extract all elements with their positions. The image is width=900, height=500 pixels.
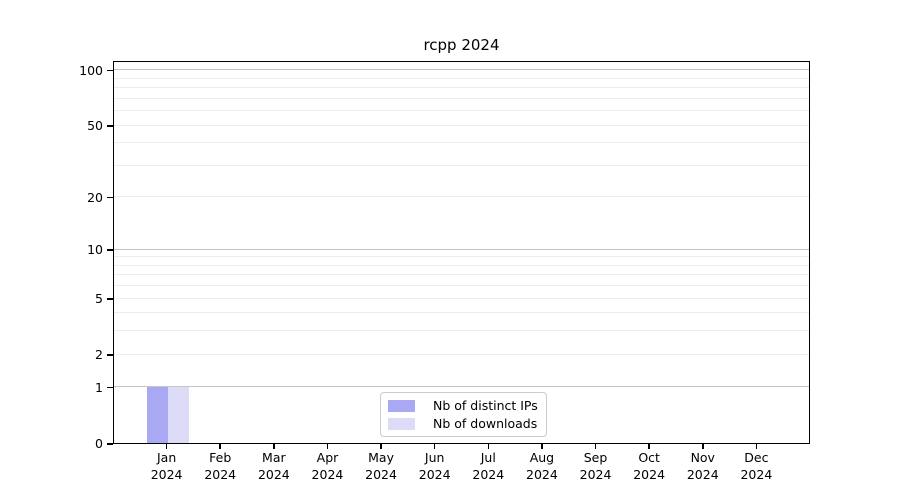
y-tick-label: 10 (87, 242, 103, 258)
x-tick-year: 2024 (150, 466, 183, 482)
minor-gridline (114, 77, 809, 79)
x-tick-year: 2024 (526, 466, 558, 482)
minor-gridline (114, 124, 809, 126)
major-gridline (114, 69, 809, 71)
x-tick-label: Jun 2024 (405, 450, 465, 483)
x-tick-month: Nov (690, 450, 715, 465)
x-tick-label: Oct 2024 (619, 450, 679, 483)
y-tick-mark (107, 196, 113, 199)
y-tick-mark (107, 125, 113, 127)
minor-gridline (114, 297, 809, 299)
legend-label: Nb of downloads (433, 416, 538, 431)
x-tick-month: May (368, 450, 394, 465)
x-tick-label: Aug 2024 (512, 450, 572, 483)
x-tick-month: Jun (424, 450, 445, 465)
x-tick-month: Aug (529, 450, 555, 465)
x-tick-label: Jan 2024 (137, 450, 197, 483)
x-tick-year: 2024 (365, 466, 397, 482)
x-tick-mark (433, 444, 436, 449)
x-tick-label: Dec 2024 (726, 450, 786, 483)
x-tick-mark (648, 444, 650, 449)
x-tick-mark (219, 444, 221, 449)
x-tick-label: Apr 2024 (297, 450, 357, 483)
x-tick-label: Nov 2024 (673, 450, 733, 483)
x-tick-month: Feb (209, 450, 232, 465)
x-tick-month: Apr (316, 450, 339, 465)
x-tick-mark (273, 444, 275, 449)
minor-gridline (114, 87, 809, 89)
x-tick-year: 2024 (633, 466, 666, 482)
chart-title: rcpp 2024 (423, 36, 500, 54)
minor-gridline (114, 164, 809, 166)
x-tick-label: Sep 2024 (566, 450, 626, 483)
y-tick-mark (107, 69, 113, 72)
y-tick-mark (107, 354, 113, 356)
y-tick-mark (107, 386, 113, 389)
x-tick-mark (702, 444, 704, 449)
x-tick-year: 2024 (472, 466, 505, 482)
x-tick-year: 2024 (579, 466, 612, 482)
x-tick-month: Sep (583, 450, 608, 465)
x-tick-year: 2024 (740, 466, 773, 482)
y-tick-label: 0 (95, 436, 103, 451)
y-tick-mark (107, 443, 113, 445)
x-tick-mark (165, 444, 168, 449)
y-tick-label: 50 (87, 118, 103, 134)
minor-gridline (114, 312, 809, 314)
x-tick-label: Jul 2024 (458, 450, 518, 483)
minor-gridline (114, 353, 809, 355)
x-tick-month: Mar (262, 450, 286, 465)
legend-item: Nb of distinct IPs (388, 398, 538, 413)
x-tick-year: 2024 (257, 466, 290, 482)
minor-gridline (114, 256, 809, 258)
minor-gridline (114, 330, 809, 332)
bar-jan-distinct-ips (146, 386, 168, 443)
y-tick-mark (107, 249, 113, 251)
x-tick-label: Mar 2024 (244, 450, 304, 483)
y-tick-label: 1 (95, 379, 103, 395)
minor-gridline (114, 110, 809, 112)
bar-jan-downloads (167, 386, 189, 443)
minor-gridline (114, 264, 809, 266)
x-tick-mark (326, 444, 329, 449)
x-tick-month: Oct (638, 450, 660, 465)
major-gridline (114, 248, 809, 250)
x-tick-mark (487, 444, 490, 449)
x-tick-month: Dec (744, 450, 769, 465)
minor-gridline (114, 285, 809, 287)
x-tick-month: Jul (480, 450, 496, 465)
legend: Nb of distinct IPs Nb of downloads (380, 392, 547, 437)
x-tick-year: 2024 (311, 466, 344, 482)
y-tick-label: 5 (95, 291, 103, 307)
x-tick-mark (594, 444, 597, 449)
y-tick-label: 20 (87, 189, 103, 205)
x-tick-month: Jan (156, 450, 177, 465)
plot-area: Nb of distinct IPs Nb of downloads (113, 61, 810, 444)
legend-swatch-distinct-ips (388, 399, 415, 412)
minor-gridline (114, 196, 809, 198)
y-tick-mark (107, 298, 113, 300)
x-tick-year: 2024 (418, 466, 451, 482)
y-tick-label: 100 (79, 62, 103, 78)
x-tick-year: 2024 (204, 466, 237, 482)
minor-gridline (114, 142, 809, 144)
legend-swatch-downloads (388, 417, 415, 430)
x-tick-mark (541, 444, 543, 449)
major-gridline (114, 386, 809, 388)
minor-gridline (114, 97, 809, 99)
minor-gridline (114, 274, 809, 276)
x-tick-label: Feb 2024 (190, 450, 250, 483)
x-tick-mark (755, 444, 758, 449)
y-tick-label: 2 (95, 347, 103, 363)
x-tick-year: 2024 (686, 466, 719, 482)
x-tick-mark (380, 444, 382, 449)
x-tick-label: May 2024 (351, 450, 411, 483)
legend-item: Nb of downloads (388, 416, 538, 431)
legend-label: Nb of distinct IPs (433, 398, 538, 413)
